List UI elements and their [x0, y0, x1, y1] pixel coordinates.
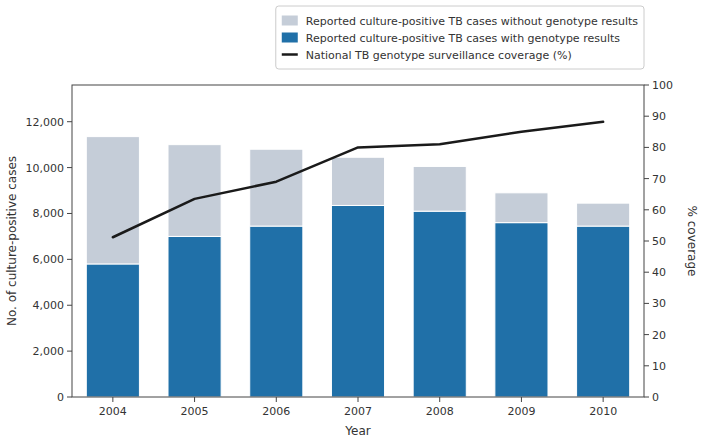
y-tick [67, 397, 72, 398]
y2-tick-label: 90 [652, 110, 666, 123]
bar [86, 137, 139, 264]
y2-tick [644, 272, 649, 273]
y2-tick [644, 241, 649, 242]
y2-tick [644, 116, 649, 117]
bar [413, 211, 466, 397]
bar [413, 166, 466, 211]
bar [86, 264, 139, 397]
y-tick-label: 0 [57, 391, 64, 404]
y2-tick-label: 20 [652, 329, 666, 342]
x-tick-label: 2004 [99, 405, 127, 418]
y-tick-label: 8,000 [33, 207, 65, 220]
x-tick [358, 397, 359, 402]
x-tick-label: 2007 [344, 405, 372, 418]
x-tick [194, 397, 195, 402]
y2-tick-label: 50 [652, 235, 666, 248]
x-tick [112, 397, 113, 402]
legend: Reported culture-positive TB cases witho… [276, 6, 644, 69]
bar [331, 205, 384, 397]
bar [495, 223, 548, 397]
y-tick-label: 10,000 [26, 162, 65, 175]
bar [495, 193, 548, 223]
y2-tick-label: 10 [652, 360, 666, 373]
x-tick-label: 2009 [507, 405, 535, 418]
y-tick [67, 259, 72, 260]
y-tick [67, 305, 72, 306]
y2-tick-label: 100 [652, 79, 673, 92]
y-tick [67, 351, 72, 352]
y-axis-label: No. of culture-positive cases [5, 156, 19, 326]
y2-tick [644, 178, 649, 179]
legend-label: National TB genotype surveillance covera… [306, 49, 572, 62]
x-tick-label: 2005 [181, 405, 209, 418]
y2-tick-label: 70 [652, 173, 666, 186]
legend-label: Reported culture-positive TB cases with … [306, 32, 620, 45]
bar [168, 145, 221, 237]
x-tick [521, 397, 522, 402]
legend-swatch [282, 53, 298, 56]
y2-tick-label: 60 [652, 204, 666, 217]
y-tick [67, 121, 72, 122]
y2-axis-label: % coverage [685, 206, 699, 277]
bar [168, 236, 221, 397]
x-tick-label: 2010 [589, 405, 617, 418]
bar [577, 226, 630, 397]
y2-tick [644, 365, 649, 366]
y2-tick [644, 303, 649, 304]
bar [577, 203, 630, 226]
y2-tick [644, 147, 649, 148]
bar [250, 149, 303, 226]
chart: 0 2,000 4,000 6,000 8,000 10,000 12,000 0 10 20 30… [0, 0, 706, 443]
plot-area [86, 122, 629, 397]
plot-frame [72, 85, 644, 397]
y2-tick-label: 40 [652, 266, 666, 279]
legend-box [276, 6, 644, 69]
x-axis-label: Year [344, 424, 370, 438]
x-tick [276, 397, 277, 402]
legend-swatch [282, 33, 298, 43]
x-tick [439, 397, 440, 402]
y-tick [67, 167, 72, 168]
x-tick-label: 2006 [262, 405, 290, 418]
y2-tick-label: 80 [652, 141, 666, 154]
y-tick-label: 2,000 [33, 345, 65, 358]
y2-tick [644, 397, 649, 398]
x-tick-label: 2008 [426, 405, 454, 418]
bar [331, 157, 384, 205]
legend-label: Reported culture-positive TB cases witho… [306, 15, 638, 28]
y-tick-label: 4,000 [33, 299, 65, 312]
line [113, 122, 603, 237]
y2-tick-label: 0 [652, 391, 659, 404]
bar [250, 226, 303, 397]
y2-tick-label: 30 [652, 297, 666, 310]
x-tick [603, 397, 604, 402]
y-tick-label: 6,000 [33, 253, 65, 266]
legend-swatch [282, 16, 298, 26]
y2-tick [644, 85, 649, 86]
y-tick [67, 213, 72, 214]
y2-tick [644, 209, 649, 210]
y2-tick [644, 334, 649, 335]
y-tick-label: 12,000 [26, 116, 65, 129]
